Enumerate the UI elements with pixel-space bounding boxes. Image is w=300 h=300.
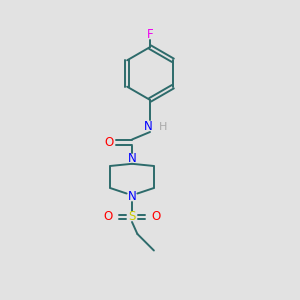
Text: O: O (103, 210, 112, 223)
Text: H: H (158, 122, 167, 132)
Text: O: O (104, 136, 113, 149)
Text: N: N (128, 190, 136, 203)
Text: N: N (128, 152, 136, 165)
Text: N: N (144, 119, 153, 133)
Text: O: O (152, 210, 160, 223)
Text: F: F (147, 28, 153, 41)
Text: S: S (128, 210, 136, 223)
